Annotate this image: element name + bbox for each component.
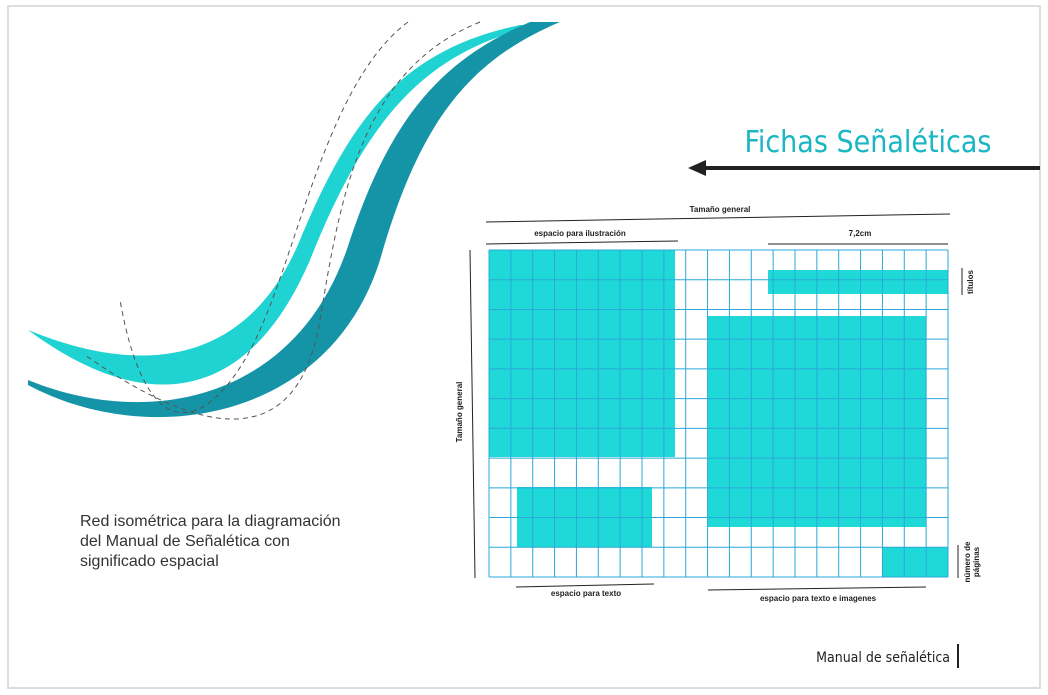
dim-line (485, 213, 951, 223)
measure-label: 7,2cm (849, 229, 872, 238)
titles-label: títulos (966, 269, 975, 294)
page-number-label: páginas (972, 546, 981, 577)
caption: Red isométrica para la diagramación del … (80, 513, 341, 570)
dim-line (707, 586, 927, 591)
text-images-label: espacio para texto e imagenes (760, 594, 877, 603)
width-label: Tamaño general (690, 205, 751, 214)
dashed-curve (84, 21, 481, 420)
dim-line (469, 249, 476, 579)
illustration-block (489, 250, 675, 457)
text-label: espacio para texto (551, 589, 621, 598)
caption-line: del Manual de Señalética con (80, 533, 290, 550)
dim-line (485, 240, 679, 245)
dimensions (469, 213, 963, 591)
swoosh-dark (28, 22, 560, 418)
dashed-curve (119, 21, 409, 414)
grid (488, 249, 949, 578)
illustration-label: espacio para ilustración (534, 229, 626, 238)
page-number-block (882, 547, 948, 577)
caption-line: Red isométrica para la diagramación (80, 513, 341, 530)
heading: Fichas Señaléticas (745, 125, 992, 160)
arrow-head (688, 160, 706, 176)
swoosh-light (28, 25, 540, 385)
text-block (517, 487, 652, 547)
footer: Manual de señalética (816, 650, 950, 666)
caption-line: significado espacial (80, 553, 219, 570)
fills (489, 250, 948, 577)
titles-block (768, 270, 948, 294)
page-number-label: número de (963, 541, 972, 582)
height-label: Tamaño general (455, 382, 464, 443)
dim-line (515, 583, 655, 588)
